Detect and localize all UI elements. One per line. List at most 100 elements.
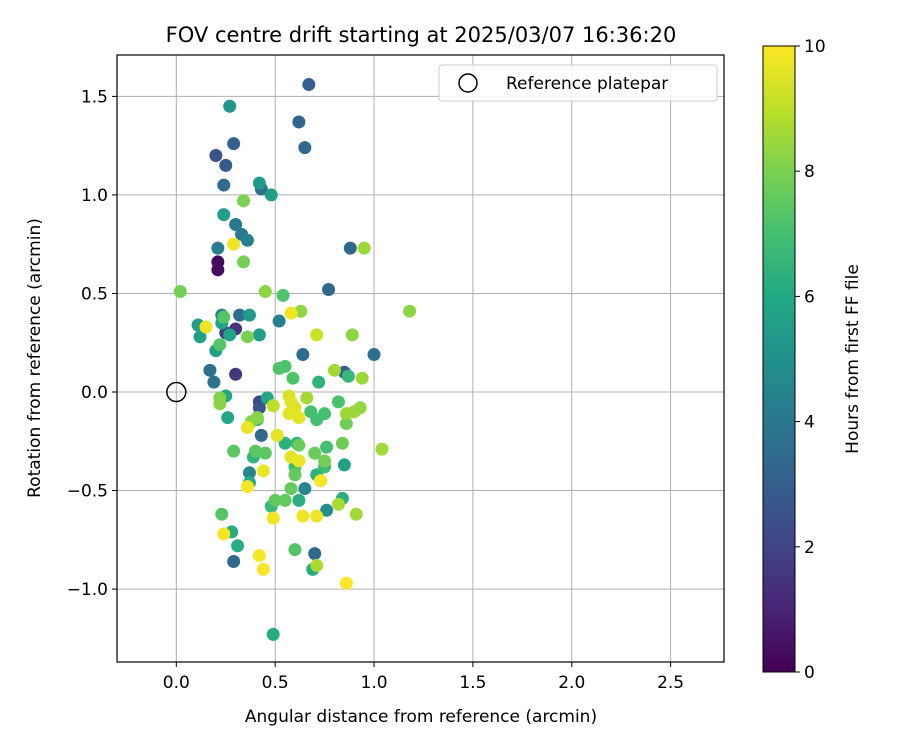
data-point — [298, 482, 312, 496]
data-point — [288, 468, 302, 482]
data-point — [308, 446, 322, 460]
data-point — [209, 149, 223, 163]
data-point — [254, 428, 268, 442]
colorbar-tick-label: 8 — [804, 162, 815, 182]
data-point — [227, 444, 241, 458]
data-point — [237, 255, 251, 269]
data-point — [233, 308, 247, 322]
data-point — [199, 320, 213, 334]
scatter-points — [166, 78, 417, 641]
data-point — [310, 509, 324, 523]
data-point — [252, 176, 266, 190]
legend: Reference platepar — [438, 64, 718, 102]
data-point — [237, 194, 251, 208]
data-point — [240, 480, 254, 494]
data-point — [355, 371, 369, 385]
colorbar-tick-label: 6 — [804, 287, 815, 307]
data-point — [322, 283, 336, 297]
data-point — [256, 562, 270, 576]
colorbar-tick-label: 4 — [804, 413, 815, 433]
data-point — [337, 458, 351, 472]
data-point — [242, 308, 256, 322]
data-point — [284, 482, 298, 496]
colorbar-tick-label: 0 — [804, 663, 815, 683]
data-point — [278, 359, 292, 373]
data-point — [276, 288, 290, 302]
data-point — [300, 391, 314, 405]
data-point — [320, 440, 334, 454]
data-point — [292, 493, 306, 507]
y-axis-label: Rotation from reference (arcmin) — [25, 218, 45, 498]
data-point — [294, 304, 308, 318]
data-point — [266, 399, 280, 413]
data-point — [310, 558, 324, 572]
data-point — [215, 507, 229, 521]
data-point — [207, 375, 221, 389]
data-point — [217, 178, 231, 192]
data-point — [278, 493, 292, 507]
data-point — [217, 527, 231, 541]
y-tick-label: 1.0 — [81, 186, 108, 206]
data-point — [221, 411, 235, 425]
data-point — [229, 367, 243, 381]
data-point — [252, 328, 266, 342]
data-point — [227, 137, 241, 151]
legend-box — [438, 64, 718, 102]
data-point — [403, 304, 417, 318]
x-tick-label: 1.0 — [361, 673, 388, 693]
plot-frame — [116, 54, 725, 663]
data-point — [173, 284, 187, 298]
data-point — [367, 348, 381, 362]
x-tick-label: 0.0 — [163, 673, 190, 693]
data-point — [193, 330, 207, 344]
data-point — [240, 233, 254, 247]
data-point — [211, 263, 225, 277]
data-point — [242, 466, 256, 480]
data-point — [278, 436, 292, 450]
data-point — [296, 348, 310, 362]
data-point — [292, 115, 306, 129]
data-point — [312, 375, 326, 389]
data-point — [219, 158, 233, 172]
data-point — [217, 310, 231, 324]
data-point — [302, 78, 316, 92]
data-point — [258, 446, 272, 460]
data-point — [223, 99, 237, 113]
data-point — [266, 511, 280, 525]
data-point — [211, 241, 225, 255]
data-point — [248, 444, 262, 458]
data-point — [227, 237, 241, 251]
x-tick-label: 2.5 — [657, 673, 684, 693]
colorbar — [762, 45, 796, 673]
data-point — [298, 141, 312, 155]
y-tick-label: 1.5 — [81, 87, 108, 107]
data-point — [284, 306, 298, 320]
data-point — [231, 539, 245, 553]
data-point — [252, 549, 266, 563]
data-point — [213, 397, 227, 411]
y-tick-label: −0.5 — [67, 482, 108, 502]
legend-label: Reference platepar — [506, 74, 668, 94]
data-point — [357, 241, 371, 255]
data-point — [217, 208, 231, 222]
data-point — [318, 454, 332, 468]
data-point — [292, 438, 306, 452]
axis-ticks: 0.0 0.5 1.0 1.5 2.0 2.5 −1.0 −0.5 0.0 0.5 1.0 1.5 — [67, 87, 684, 693]
data-point — [256, 464, 270, 478]
y-tick-label: −1.0 — [67, 580, 108, 600]
data-point — [240, 420, 254, 434]
colorbar-label: Hours from first FF file — [843, 264, 863, 454]
chart-title: FOV centre drift starting at 2025/03/07 … — [166, 23, 677, 47]
data-point — [308, 547, 322, 561]
x-tick-label: 1.5 — [459, 673, 486, 693]
data-point — [292, 411, 306, 425]
data-point — [331, 395, 345, 409]
x-tick-label: 0.5 — [262, 673, 289, 693]
data-point — [272, 314, 286, 328]
data-point — [268, 493, 282, 507]
data-point — [292, 454, 306, 468]
data-point — [252, 401, 266, 415]
y-tick-label: 0.0 — [81, 383, 108, 403]
data-point — [339, 417, 353, 431]
colorbar-ticks: 0 2 4 6 8 10 — [795, 37, 826, 683]
